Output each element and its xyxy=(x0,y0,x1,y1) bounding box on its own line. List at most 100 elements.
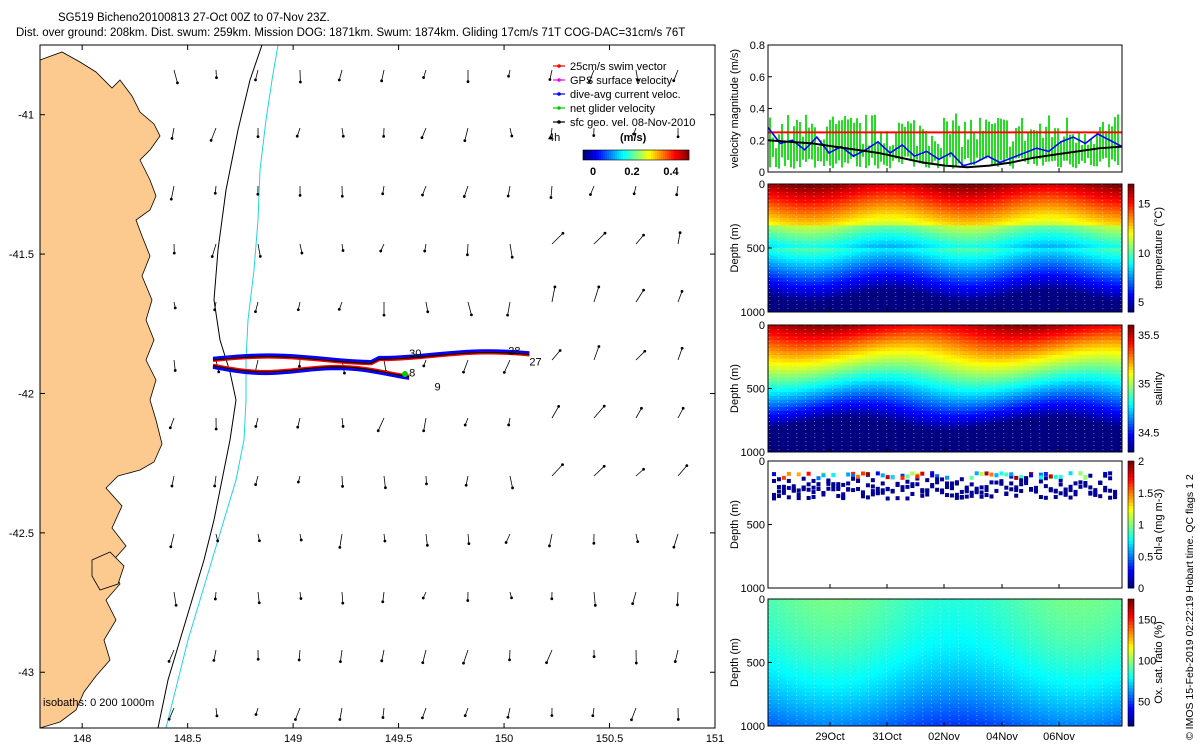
chl-sample xyxy=(1043,495,1048,500)
chl-sample xyxy=(954,492,959,497)
chl-sample xyxy=(851,476,856,481)
chl-sample xyxy=(1068,488,1073,493)
vector-arrow xyxy=(635,406,643,419)
colorbar-tick-label: 34.5 xyxy=(1138,427,1159,439)
chl-sample xyxy=(1024,476,1029,481)
chl-sample xyxy=(1019,482,1024,487)
vector-arrow xyxy=(341,127,345,138)
vector-arrow xyxy=(676,127,680,139)
vector-arrow xyxy=(551,285,557,303)
chl-sample xyxy=(910,482,915,487)
vector-arrow xyxy=(507,69,511,78)
chl-sample xyxy=(816,486,821,491)
colorbar-tick-label: 1.5 xyxy=(1138,488,1153,500)
vector-arrow xyxy=(593,464,606,477)
vector-arrow xyxy=(463,127,469,143)
vector-arrow xyxy=(422,417,427,433)
chl-sample xyxy=(1103,488,1108,493)
panel-y-tick-label: 500 xyxy=(747,384,765,396)
vector-arrow xyxy=(257,591,261,605)
panel-y-tick-label: 0.6 xyxy=(750,72,765,84)
velocity-panel: velocity magnitude (m/s) 0 0.2 0.4 0.6 0.8 xyxy=(729,40,1123,179)
chl-sample xyxy=(930,471,935,476)
chl-sample xyxy=(1108,488,1113,493)
chl-sample xyxy=(1113,491,1118,496)
chl-sample xyxy=(979,485,984,490)
legend-label: 25cm/s swim vector xyxy=(570,61,667,73)
vector-arrow xyxy=(591,707,595,718)
chl-sample xyxy=(836,486,841,491)
chl-sample xyxy=(900,475,905,480)
vector-arrow xyxy=(382,301,386,317)
chl-sample xyxy=(806,487,811,492)
chl-sample xyxy=(1078,480,1083,485)
vector-arrow xyxy=(421,591,427,600)
chl-sample xyxy=(915,476,920,481)
chl-sample xyxy=(974,471,979,476)
colorbar-tick-label: 10 xyxy=(1138,248,1150,260)
chl-sample xyxy=(949,481,954,486)
vector-arrow xyxy=(254,475,259,486)
panel-y-label: Depth (m) xyxy=(729,638,741,687)
vector-arrow xyxy=(296,301,301,312)
vector-arrow xyxy=(593,591,597,607)
chl-sample xyxy=(880,490,885,495)
chl-sample xyxy=(1038,495,1043,500)
chl-sample xyxy=(989,472,994,477)
chl-sample xyxy=(875,486,880,491)
isobaths-label: isobaths: 0 200 1000m xyxy=(43,697,154,709)
chl-sample xyxy=(999,471,1004,476)
vector-arrow xyxy=(169,185,175,201)
chl-sample xyxy=(860,494,865,499)
vector-arrow xyxy=(463,417,469,427)
track-label: 9 xyxy=(434,382,440,394)
chl-sample xyxy=(935,474,940,479)
chl-sample xyxy=(949,493,954,498)
chl-sample xyxy=(969,493,974,498)
chl-sample xyxy=(890,488,895,493)
vector-arrow xyxy=(551,405,561,419)
chl-sample xyxy=(811,485,816,490)
time-axis-tick-label: 04Nov xyxy=(986,731,1018,743)
vector-arrow xyxy=(295,127,301,138)
map-y-tick-label: -41.5 xyxy=(9,249,34,261)
chl-sample xyxy=(979,472,984,477)
vector-arrow xyxy=(381,591,385,604)
vector-arrow xyxy=(381,185,385,196)
colorbar-tick-label: 150 xyxy=(1138,614,1156,626)
vector-arrow xyxy=(214,417,218,431)
chl-sample xyxy=(806,495,811,500)
chl-sample xyxy=(786,495,791,500)
panel-y-tick-label: 1000 xyxy=(741,583,765,595)
chl-sample xyxy=(865,472,870,477)
chl-sample xyxy=(964,485,969,490)
chl-sample xyxy=(989,480,994,485)
vector-arrow xyxy=(462,359,469,374)
vector-arrow xyxy=(170,127,175,140)
chl-sample xyxy=(900,473,905,478)
vector-arrow xyxy=(676,707,680,721)
vector-arrow xyxy=(506,301,511,317)
oxygen-panel: Depth (m) 0 500 1000 29Oct 31Oct 02Nov 04Nov 06N… xyxy=(729,594,1165,743)
panel-y-tick-label: 500 xyxy=(747,243,765,255)
vector-arrow xyxy=(213,475,217,488)
chl-sample xyxy=(772,496,776,501)
map-x-tick-label: 151 xyxy=(706,733,724,745)
vector-arrow xyxy=(170,475,175,488)
vector-arrow xyxy=(254,301,259,313)
chl-sample xyxy=(1113,489,1118,494)
panel-y-tick-label: 500 xyxy=(747,520,765,532)
chl-sample xyxy=(1078,484,1083,489)
panel-y-label: velocity magnitude (m/s) xyxy=(729,49,741,168)
vector-arrow xyxy=(549,127,553,140)
chl-sample xyxy=(826,486,831,491)
track-label: 28 xyxy=(508,345,520,357)
chl-sample xyxy=(1078,471,1083,476)
credit-text: © IMOS 15-Feb-2019 02:22:19 Hobart time.… xyxy=(1184,474,1196,740)
vector-arrow xyxy=(635,533,640,544)
chl-sample xyxy=(1088,473,1093,478)
chl-sample xyxy=(954,480,959,485)
vector-arrow xyxy=(548,533,553,548)
chl-sample xyxy=(1019,478,1024,483)
vector-arrow xyxy=(593,231,607,245)
